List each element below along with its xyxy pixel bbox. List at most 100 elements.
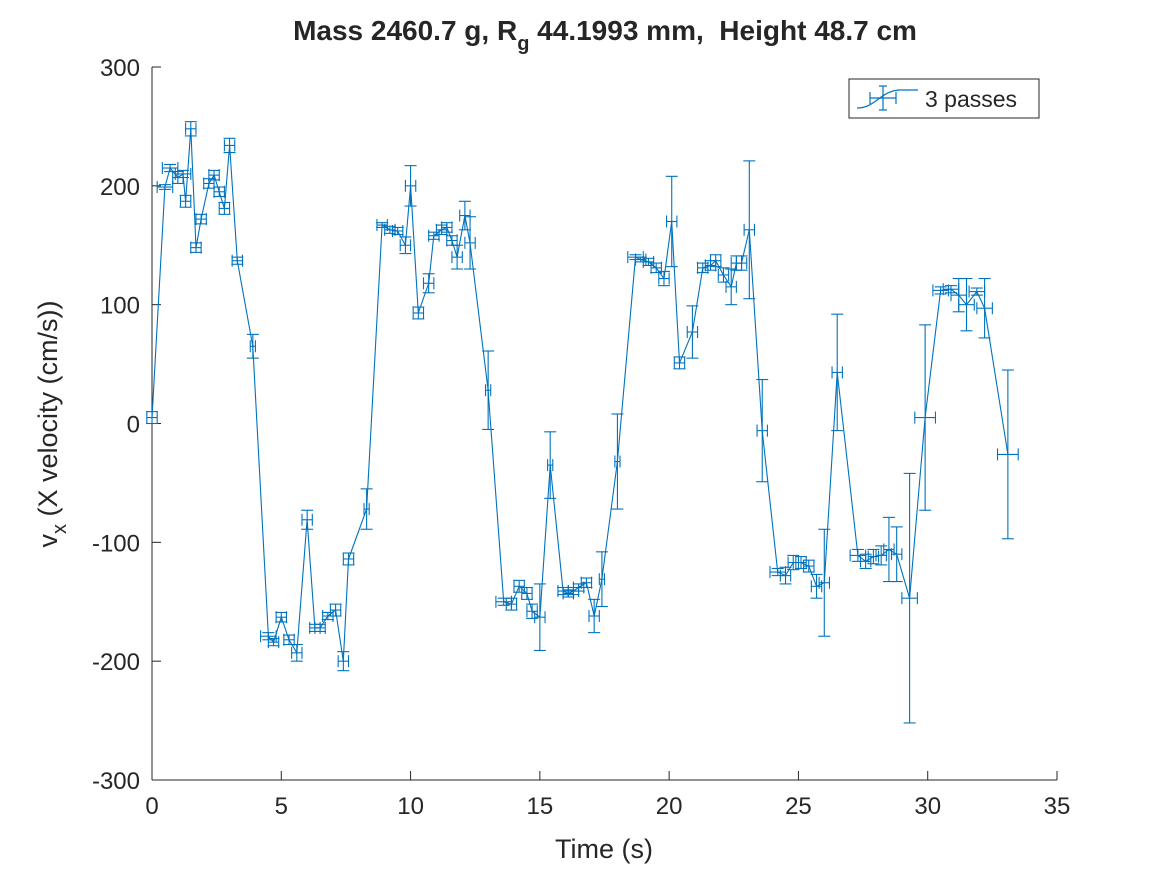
data-point	[673, 356, 686, 370]
legend-label: 3 passes	[925, 86, 1017, 112]
y-tick-label: 300	[100, 55, 140, 82]
data-point	[914, 324, 937, 511]
data-point	[391, 224, 404, 237]
data-point	[427, 229, 440, 242]
data-point	[482, 350, 495, 430]
data-point	[810, 573, 823, 599]
y-tick-label: -300	[92, 768, 140, 795]
data-point	[976, 277, 993, 339]
data-point	[195, 213, 208, 226]
data-point	[818, 528, 831, 637]
data-point	[360, 488, 373, 530]
data-point	[743, 160, 756, 300]
chart-title: Mass 2460.7 g, Rg 44.1993 mm, Height 48.…	[293, 15, 917, 55]
data-point	[445, 234, 458, 247]
data-point	[717, 267, 730, 283]
data-point	[283, 633, 296, 646]
y-tick-label: 200	[100, 174, 140, 201]
data-point	[440, 221, 453, 234]
data-point	[451, 244, 464, 270]
x-tick-label: 5	[275, 793, 288, 820]
x-tick-label: 25	[785, 793, 812, 820]
legend: 3 passes	[848, 78, 1040, 119]
data-point	[588, 598, 601, 634]
y-tick-label: 0	[127, 412, 140, 439]
data-point	[882, 516, 895, 583]
legend-swatch	[856, 85, 918, 111]
data-point	[901, 472, 918, 724]
data-point	[337, 651, 350, 672]
data-point	[213, 185, 226, 198]
data-point	[275, 611, 288, 624]
x-tick-label: 35	[1044, 793, 1071, 820]
data-point	[611, 413, 624, 510]
data-point	[246, 333, 259, 359]
y-tick-label: -200	[92, 649, 140, 676]
data-point	[725, 268, 738, 306]
data-point	[802, 559, 815, 573]
data-point	[208, 169, 221, 182]
data-point	[696, 261, 709, 274]
x-tick-label: 0	[145, 793, 158, 820]
data-point	[709, 254, 722, 268]
data-point	[831, 313, 844, 432]
data-point	[544, 431, 557, 499]
data-point	[533, 583, 546, 652]
data-point	[223, 137, 236, 154]
data-point	[642, 255, 655, 268]
series-1	[146, 121, 1019, 724]
data-point	[859, 553, 872, 570]
data-point	[665, 175, 678, 268]
data-point	[342, 552, 355, 566]
y-tick-label: 100	[100, 293, 140, 320]
data-point	[735, 255, 748, 271]
data-point	[404, 165, 417, 207]
data-point	[301, 509, 314, 530]
data-point	[779, 566, 792, 585]
data-point	[464, 216, 477, 270]
x-axis-label: Time (s)	[555, 834, 653, 864]
data-point	[383, 223, 396, 236]
data-point	[179, 194, 192, 208]
x-tick-label: 30	[914, 793, 941, 820]
data-point	[218, 201, 231, 215]
y-tick-label: -100	[92, 530, 140, 557]
x-tick-label: 20	[656, 793, 683, 820]
data-point	[329, 603, 342, 617]
data-point	[932, 284, 949, 297]
data-point	[290, 643, 303, 662]
data-point	[231, 254, 244, 267]
data-point	[174, 167, 192, 180]
series-layer	[146, 121, 1019, 724]
data-point	[146, 411, 158, 425]
data-point	[580, 576, 593, 589]
data-point	[595, 551, 608, 608]
axes: 0 5 10 15 20 25 30 35 -300 -200 -100 0 100 200 300	[92, 55, 1070, 820]
data-point	[412, 306, 425, 320]
data-point	[189, 241, 202, 254]
data-point	[184, 121, 197, 137]
data-point	[267, 636, 280, 649]
data-point	[958, 277, 975, 332]
data-point	[657, 270, 670, 287]
x-tick-label: 15	[527, 793, 554, 820]
data-point	[520, 586, 533, 600]
data-point	[996, 369, 1019, 540]
data-point	[314, 621, 327, 634]
data-point	[399, 236, 412, 255]
data-point	[376, 219, 389, 232]
data-point	[422, 273, 435, 294]
data-point	[513, 579, 526, 593]
y-axis-label: vx (X velocity (cm/s))	[33, 300, 71, 547]
x-tick-label: 10	[397, 793, 424, 820]
data-point	[458, 200, 471, 231]
data-point	[867, 548, 880, 565]
data-point	[756, 378, 769, 483]
data-point	[505, 597, 518, 611]
data-point	[849, 548, 867, 562]
data-point	[686, 305, 699, 359]
data-point	[875, 545, 888, 566]
data-point	[526, 603, 539, 619]
